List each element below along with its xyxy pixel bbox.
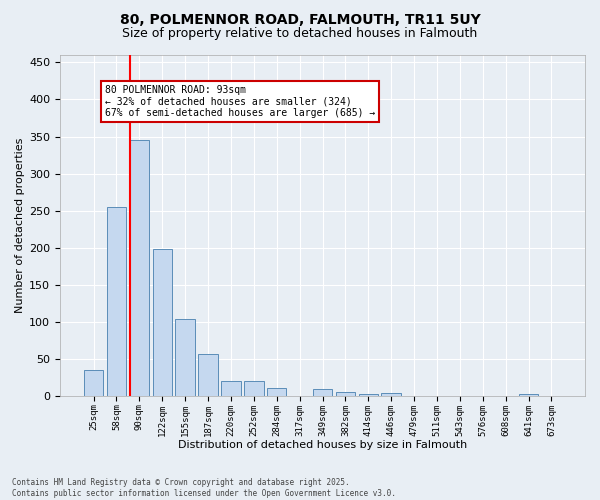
Text: 80, POLMENNOR ROAD, FALMOUTH, TR11 5UY: 80, POLMENNOR ROAD, FALMOUTH, TR11 5UY: [119, 12, 481, 26]
Bar: [267, 388, 286, 396]
Bar: [359, 394, 378, 396]
Text: Size of property relative to detached houses in Falmouth: Size of property relative to detached ho…: [122, 28, 478, 40]
Text: 80 POLMENNOR ROAD: 93sqm
← 32% of detached houses are smaller (324)
67% of semi-: 80 POLMENNOR ROAD: 93sqm ← 32% of detach…: [105, 84, 376, 118]
Y-axis label: Number of detached properties: Number of detached properties: [15, 138, 25, 313]
Bar: [175, 319, 195, 396]
Bar: [199, 354, 218, 396]
Bar: [382, 393, 401, 396]
Bar: [107, 207, 126, 396]
Bar: [84, 370, 103, 396]
Text: Contains HM Land Registry data © Crown copyright and database right 2025.
Contai: Contains HM Land Registry data © Crown c…: [12, 478, 396, 498]
Bar: [335, 392, 355, 396]
Bar: [313, 390, 332, 396]
Bar: [519, 394, 538, 396]
Bar: [221, 381, 241, 396]
Bar: [130, 140, 149, 396]
Bar: [152, 249, 172, 396]
Bar: [244, 381, 263, 396]
X-axis label: Distribution of detached houses by size in Falmouth: Distribution of detached houses by size …: [178, 440, 467, 450]
